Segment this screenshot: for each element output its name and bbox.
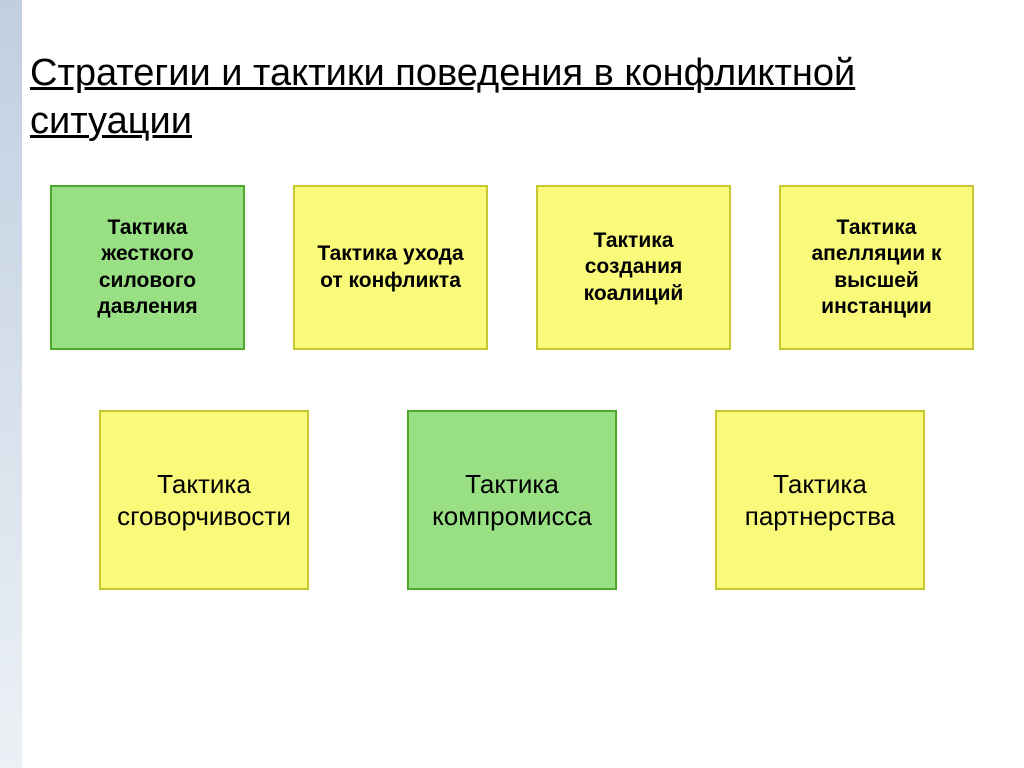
tactic-box-partnership: Тактика партнерства <box>715 410 925 590</box>
tactic-label: Тактика жесткого силового давления <box>64 215 231 320</box>
tactic-label: Тактика апелляции к высшей инстанции <box>793 215 960 320</box>
slide-content: Стратегии и тактики поведения в конфликт… <box>0 0 1024 680</box>
top-row: Тактика жесткого силового давления Такти… <box>30 185 994 350</box>
tactic-box-compliance: Тактика сговорчивости <box>99 410 309 590</box>
tactic-box-appeal: Тактика апелляции к высшей инстанции <box>779 185 974 350</box>
tactic-box-compromise: Тактика компромисса <box>407 410 617 590</box>
side-accent <box>0 0 22 768</box>
tactic-label: Тактика ухода от конфликта <box>307 241 474 294</box>
tactic-box-avoidance: Тактика ухода от конфликта <box>293 185 488 350</box>
tactic-box-force-pressure: Тактика жесткого силового давления <box>50 185 245 350</box>
bottom-row: Тактика сговорчивости Тактика компромисс… <box>30 410 994 590</box>
tactic-label: Тактика партнерства <box>729 468 911 533</box>
tactic-label: Тактика создания коалиций <box>550 228 717 307</box>
tactic-label: Тактика компромисса <box>421 468 603 533</box>
slide-title: Стратегии и тактики поведения в конфликт… <box>30 50 994 145</box>
tactic-label: Тактика сговорчивости <box>113 468 295 533</box>
tactic-box-coalition: Тактика создания коалиций <box>536 185 731 350</box>
